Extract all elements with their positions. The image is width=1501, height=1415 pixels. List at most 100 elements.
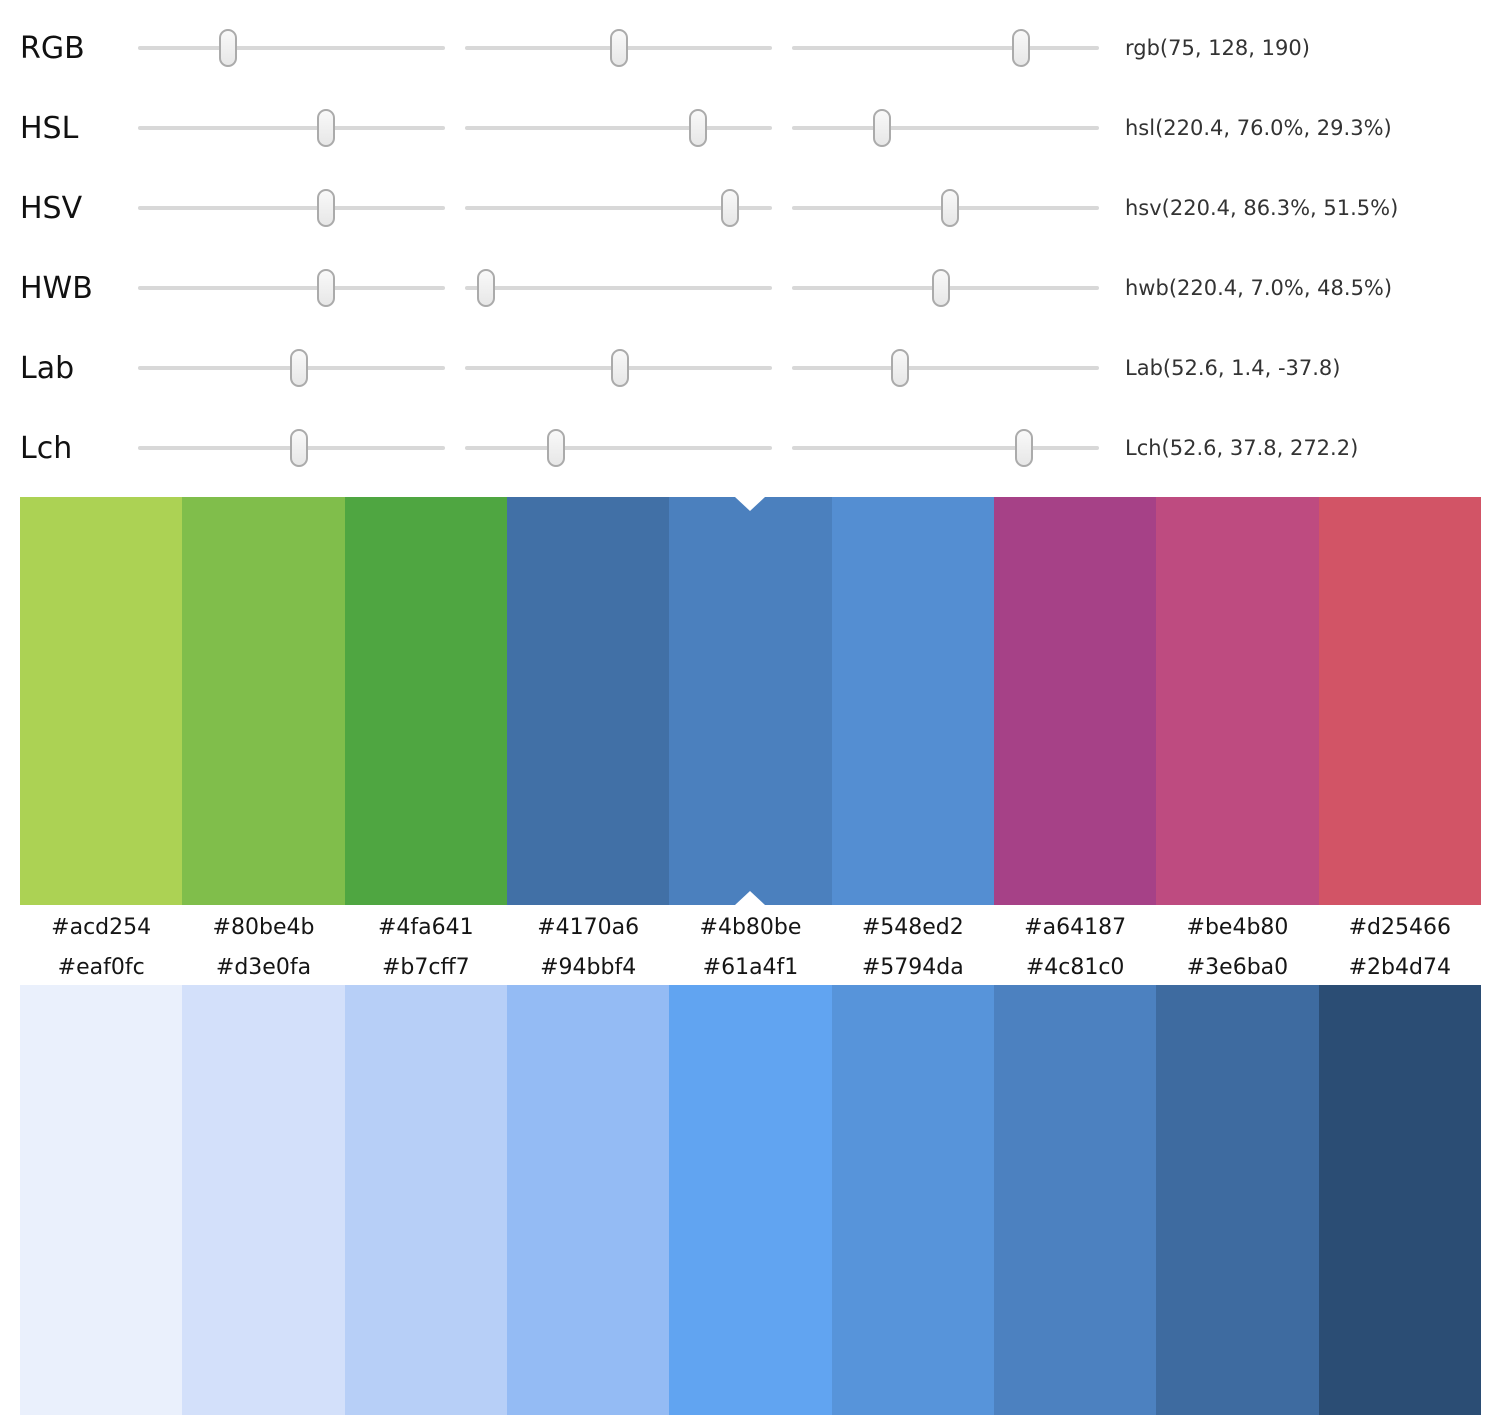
slider-thumb[interactable] (316, 269, 335, 307)
palette-swatch[interactable] (993, 985, 1157, 1415)
slider-row: HWB hwb(220.4, 7.0%, 48.5%) (20, 248, 1481, 328)
palette-swatch[interactable] (344, 985, 507, 1415)
slider-track[interactable] (138, 424, 445, 472)
palette-swatch[interactable] (669, 985, 832, 1415)
colorspace-label: HWB (20, 270, 93, 306)
slider-track[interactable] (138, 104, 445, 152)
palette-swatch[interactable] (182, 497, 345, 905)
swatch-hex-label: #80be4b (212, 914, 315, 940)
slider-row: RGB rgb(75, 128, 190) (20, 8, 1481, 88)
slider-thumb[interactable] (219, 29, 238, 67)
color-value-text: hsl(220.4, 76.0%, 29.3%) (1125, 116, 1392, 140)
slider-track[interactable] (138, 344, 445, 392)
slider-tracks (138, 424, 1099, 472)
slider-track[interactable] (792, 104, 1099, 152)
top-swatch-row (20, 497, 1481, 905)
slider-track[interactable] (465, 184, 772, 232)
slider-track[interactable] (465, 264, 772, 312)
slider-track[interactable] (138, 24, 445, 72)
slider-thumb[interactable] (477, 269, 496, 307)
slider-thumb[interactable] (290, 429, 309, 467)
slider-thumb[interactable] (720, 189, 739, 227)
palette-swatch[interactable] (20, 985, 183, 1415)
swatch-hex-label: #d3e0fa (215, 954, 312, 980)
slider-track[interactable] (465, 24, 772, 72)
swatch-hex-label: #3e6ba0 (1186, 954, 1289, 980)
slider-track[interactable] (138, 184, 445, 232)
bottom-hex-row: #eaf0fc #d3e0fa #b7cff7 #94bbf4 #61a4f1 #5794… (20, 949, 1481, 985)
slider-track[interactable] (792, 424, 1099, 472)
slider-track[interactable] (792, 24, 1099, 72)
swatch-hex-label: #d25466 (1348, 914, 1451, 940)
color-value-text: hsv(220.4, 86.3%, 51.5%) (1125, 196, 1399, 220)
slider-tracks (138, 24, 1099, 72)
slider-thumb[interactable] (1011, 29, 1030, 67)
slider-tracks (138, 104, 1099, 152)
slider-thumb[interactable] (941, 189, 960, 227)
palette-swatch[interactable] (1156, 985, 1319, 1415)
palette-swatch[interactable] (1156, 497, 1319, 905)
swatch-hex-label: #2b4d74 (1348, 954, 1451, 980)
slider-track[interactable] (465, 104, 772, 152)
swatch-hex-label: #4b80be (699, 914, 802, 940)
slider-track[interactable] (465, 344, 772, 392)
slider-thumb[interactable] (611, 349, 630, 387)
slider-thumb[interactable] (689, 109, 708, 147)
swatch-hex-label: #548ed2 (861, 914, 964, 940)
slider-rows: RGB rgb(75, 128, 190) HSL (20, 8, 1481, 488)
swatch-hex-label: #4170a6 (537, 914, 640, 940)
colorspace-label: Lch (20, 430, 73, 466)
swatch-hex-label: #61a4f1 (702, 954, 799, 980)
palette-swatch[interactable] (831, 497, 994, 905)
slider-track[interactable] (465, 424, 772, 472)
slider-row: Lab Lab(52.6, 1.4, -37.8) (20, 328, 1481, 408)
slider-thumb[interactable] (316, 109, 335, 147)
slider-thumb[interactable] (290, 349, 309, 387)
colorspace-label: HSV (20, 190, 83, 226)
top-palette: #acd254 #80be4b #4fa641 #4170a6 #4b80be #548e… (20, 497, 1481, 949)
swatch-hex-label: #94bbf4 (540, 954, 637, 980)
slider-track[interactable] (792, 184, 1099, 232)
bottom-swatch-row (20, 985, 1481, 1415)
slider-track[interactable] (138, 264, 445, 312)
slider-track[interactable] (792, 344, 1099, 392)
palette-swatch[interactable] (506, 497, 670, 905)
palette-swatch[interactable] (20, 497, 183, 905)
slider-thumb[interactable] (316, 189, 335, 227)
swatch-hex-label: #eaf0fc (57, 954, 145, 980)
swatch-hex-label: #a64187 (1024, 914, 1127, 940)
color-value-text: rgb(75, 128, 190) (1125, 36, 1310, 60)
slider-thumb[interactable] (610, 29, 629, 67)
slider-thumb[interactable] (891, 349, 910, 387)
top-hex-row: #acd254 #80be4b #4fa641 #4170a6 #4b80be #548e… (20, 905, 1481, 949)
palette-swatch[interactable] (1318, 985, 1481, 1415)
slider-row: Lch Lch(52.6, 37.8, 272.2) (20, 408, 1481, 488)
swatch-hex-label: #acd254 (51, 914, 152, 940)
slider-track[interactable] (792, 264, 1099, 312)
slider-thumb[interactable] (931, 269, 950, 307)
slider-thumb[interactable] (872, 109, 891, 147)
palette-swatch[interactable] (831, 985, 994, 1415)
color-value-text: hwb(220.4, 7.0%, 48.5%) (1125, 276, 1393, 300)
colorspace-label: RGB (20, 30, 85, 66)
slider-tracks (138, 264, 1099, 312)
slider-thumb[interactable] (546, 429, 565, 467)
palette-swatch[interactable] (344, 497, 507, 905)
palette-swatch[interactable] (993, 497, 1157, 905)
swatch-hex-label: #be4b80 (1186, 914, 1289, 940)
palette-swatch[interactable] (506, 985, 670, 1415)
color-value-text: Lab(52.6, 1.4, -37.8) (1125, 356, 1341, 380)
palette-swatch[interactable] (182, 985, 345, 1415)
bottom-palette: #eaf0fc #d3e0fa #b7cff7 #94bbf4 #61a4f1 #5794… (20, 949, 1481, 1415)
swatch-hex-label: #5794da (861, 954, 964, 980)
slider-row: HSV hsv(220.4, 86.3%, 51.5%) (20, 168, 1481, 248)
swatch-hex-label: #b7cff7 (381, 954, 470, 980)
swatch-hex-label: #4c81c0 (1025, 954, 1125, 980)
swatch-hex-label: #4fa641 (377, 914, 474, 940)
slider-thumb[interactable] (1015, 429, 1034, 467)
color-value-text: Lch(52.6, 37.8, 272.2) (1125, 436, 1359, 460)
slider-row: HSL hsl(220.4, 76.0%, 29.3%) (20, 88, 1481, 168)
palette-swatch[interactable] (1318, 497, 1481, 905)
palette-swatch[interactable] (669, 497, 832, 905)
